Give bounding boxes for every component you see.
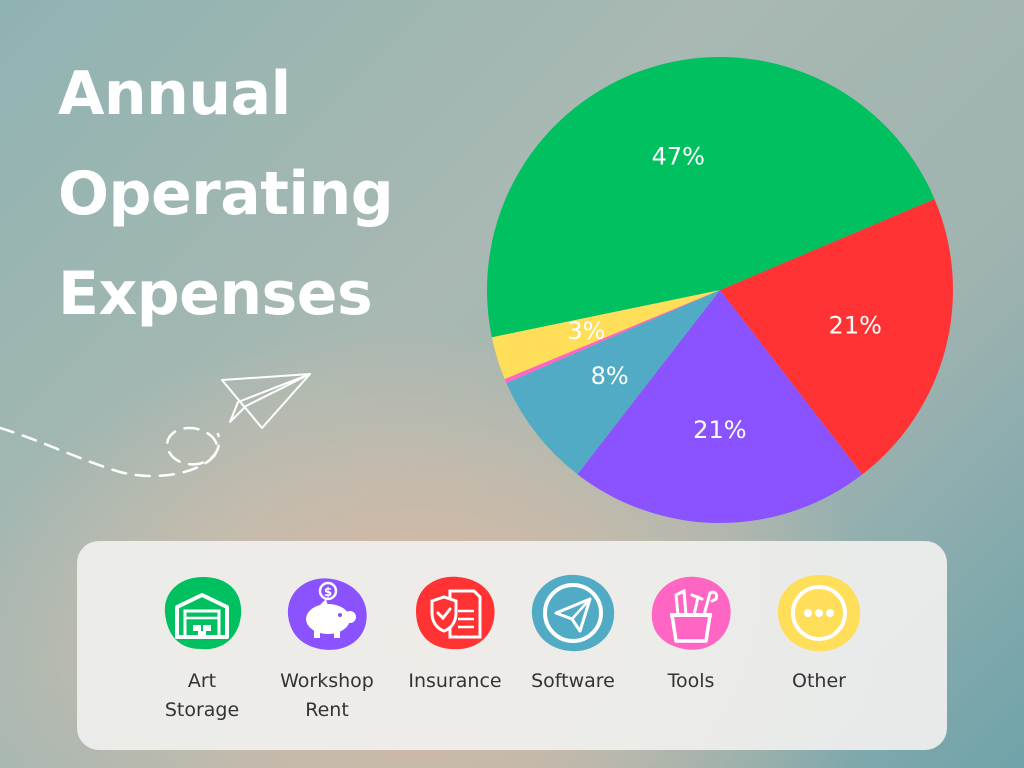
pie-chart: 21% 21% 8% 3% 47%: [486, 56, 954, 524]
piggy-bank-icon: $: [287, 578, 367, 650]
art-storage-icon-blob: [157, 571, 247, 655]
title-line-3: Expenses: [58, 259, 373, 329]
pie-slice-workshop-rent: [720, 198, 954, 475]
legend-label-tools: Tools: [667, 670, 715, 692]
legend-label-other: Other: [792, 670, 846, 692]
legend-label-workshop-rent: Workshop Rent: [280, 670, 374, 721]
legend-item-workshop-rent: $ Workshop Rent: [267, 571, 387, 725]
other-icon-blob: [774, 571, 864, 655]
pie-slice-insurance: [577, 290, 863, 524]
legend-item-tools: Tools: [631, 571, 751, 696]
legend-item-art-storage: Art Storage: [142, 571, 262, 725]
tools-icon-blob: [646, 571, 736, 655]
workshop-rent-icon-blob: $: [282, 571, 372, 655]
legend-item-insurance: Insurance: [395, 571, 515, 696]
title-line-1: Annual: [58, 59, 291, 129]
warehouse-icon: [164, 577, 242, 650]
pie-label-art-storage: 47%: [652, 143, 705, 171]
page-title: Annual Operating Expenses: [58, 44, 394, 344]
legend-label-software: Software: [531, 670, 615, 692]
pie-slices: [486, 56, 954, 524]
pie-label-insurance: 21%: [693, 416, 746, 444]
legend-panel: Art Storage $ Workshop Rent: [77, 541, 947, 750]
more-dots-icon: [777, 575, 861, 652]
legend-item-software: Software: [513, 571, 633, 696]
pie-slice-other: [491, 290, 720, 380]
insurance-icon-blob: [410, 571, 500, 655]
pie-label-other: 3%: [567, 317, 605, 345]
pie-label-workshop-rent: 21%: [829, 311, 882, 339]
insurance-document-icon: [416, 576, 495, 650]
pie-slice-software: [506, 290, 720, 475]
pie-label-software: 8%: [591, 362, 629, 390]
software-icon-blob: [528, 571, 618, 655]
legend-label-art-storage: Art Storage: [164, 670, 240, 721]
toolbox-icon: [651, 576, 731, 650]
legend-label-insurance: Insurance: [408, 670, 502, 692]
paper-plane-icon: [531, 574, 615, 652]
pie-labels: 21% 21% 8% 3% 47%: [567, 143, 882, 444]
svg-text:$: $: [324, 585, 332, 599]
legend-item-other: Other: [759, 571, 879, 696]
title-line-2: Operating: [58, 159, 394, 229]
pie-slice-art-storage: [486, 56, 935, 338]
paper-plane-decoration-icon: [0, 373, 311, 478]
pie-slice-tools: [504, 290, 720, 384]
